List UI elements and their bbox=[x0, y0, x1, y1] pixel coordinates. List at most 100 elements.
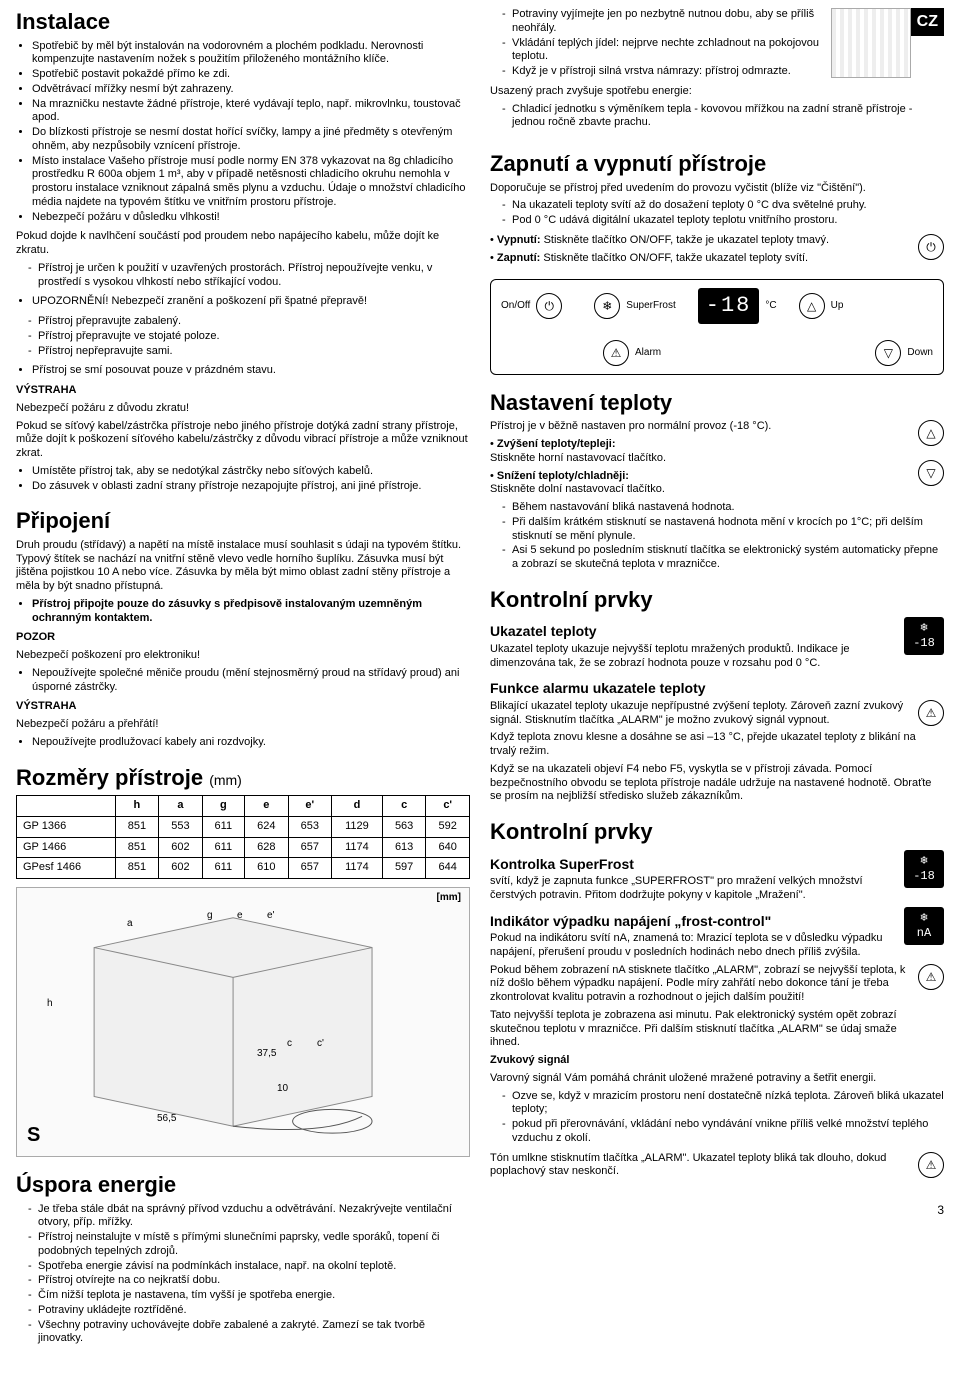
sub-funkce: Funkce alarmu ukazatele teploty bbox=[490, 680, 944, 698]
power-icon: ⏻ bbox=[536, 293, 562, 319]
label-alarm: Alarm bbox=[635, 347, 661, 360]
updown-icons: △ ▽ bbox=[918, 420, 944, 486]
list-item: Umístěte přístroj tak, aby se nedotýkal … bbox=[32, 465, 470, 479]
para: Varovný signál Vám pomáhá chránit uložen… bbox=[490, 1072, 944, 1086]
vystraha-label: VÝSTRAHA bbox=[16, 384, 470, 398]
dash-list: Chladicí jednotku s výměníkem tepla - ko… bbox=[490, 103, 944, 131]
para: Tato nejvyšší teplota je zobrazena asi m… bbox=[490, 1009, 910, 1050]
list-item: Přístroj otvírejte na co nejkratší dobu. bbox=[28, 1274, 470, 1288]
th: c' bbox=[426, 796, 470, 817]
table-row: GPesf 14668516026116106571174597644 bbox=[17, 858, 470, 879]
display-icon: ❄-18 bbox=[904, 617, 944, 655]
table-row: GP 14668516026116286571174613640 bbox=[17, 837, 470, 858]
th: d bbox=[332, 796, 383, 817]
alarm-icon: ⚠ bbox=[918, 700, 944, 726]
page-number: 3 bbox=[490, 1203, 944, 1218]
table-row: GP 13668515536116246531129563592 bbox=[17, 816, 470, 837]
list-item: Potraviny ukládejte roztříděné. bbox=[28, 1304, 470, 1318]
bullets: Přístroj připojte pouze do zásuvky s pře… bbox=[16, 598, 470, 626]
heading-uspora: Úspora energie bbox=[16, 1171, 470, 1199]
list-item: UPOZORNĚNÍ! Nebezpečí zranění a poškozen… bbox=[32, 295, 470, 309]
alarm-icon: ⚠ bbox=[603, 340, 629, 366]
heading-instalace: Instalace bbox=[16, 8, 470, 36]
heading-pripojeni: Připojení bbox=[16, 507, 470, 535]
list-item: Do zásuvek v oblasti zadní strany přístr… bbox=[32, 480, 470, 494]
list-item: Vkládání teplých jídel: nejprve nechte z… bbox=[502, 37, 944, 65]
dash-list: Na ukazateli teploty svítí až do dosažen… bbox=[490, 199, 944, 228]
list-item: Přístroj přepravujte ve stojaté poloze. bbox=[28, 330, 470, 344]
list-item: Čím nižší teplota je nastavena, tím vyšš… bbox=[28, 1289, 470, 1303]
list-item: Nebezpečí požáru v důsledku vlhkosti! bbox=[32, 211, 470, 225]
up-icon: △ bbox=[918, 420, 944, 446]
list-item: Spotřebič postavit pokaždé přímo ke zdi. bbox=[32, 68, 470, 82]
para: • Snížení teploty/chladněji:Stiskněte do… bbox=[490, 470, 910, 498]
para: Nebezpečí požáru z důvodu zkratu! bbox=[16, 402, 470, 416]
power-icon: ⏻ bbox=[918, 234, 944, 260]
heading-nastaveni: Nastavení teploty bbox=[490, 389, 944, 417]
snowflake-icon: ❄ bbox=[594, 293, 620, 319]
heading-rozmery: Rozměry přístroje (mm) bbox=[16, 764, 470, 792]
list-item: Ozve se, když v mrazicím prostoru není d… bbox=[502, 1090, 944, 1118]
heading-zapnuti: Zapnutí a vypnutí přístroje bbox=[490, 150, 944, 178]
label-down: Down bbox=[907, 347, 933, 360]
list-item: Během nastavování bliká nastavená hodnot… bbox=[502, 501, 944, 515]
label-degc: °C bbox=[765, 300, 776, 313]
display-icon: ❄-18 bbox=[904, 850, 944, 888]
left-column: Instalace Spotřebič by měl být instalová… bbox=[16, 8, 470, 1352]
bullets: UPOZORNĚNÍ! Nebezpečí zranění a poškozen… bbox=[16, 295, 470, 309]
bullets: Přístroj se smí posouvat pouze v prázdné… bbox=[16, 364, 470, 378]
page-root: Instalace Spotřebič by měl být instalová… bbox=[16, 8, 944, 1352]
sub-frostcontrol: Indikátor výpadku napájení „frost-contro… bbox=[490, 913, 896, 931]
dash-list: Přístroj přepravujte zabalený. Přístroj … bbox=[16, 315, 470, 358]
th bbox=[17, 796, 116, 817]
para: Přístroj je v běžně nastaven pro normáln… bbox=[490, 420, 910, 434]
para: Pokud se síťový kabel/zástrčka přístroje… bbox=[16, 420, 470, 461]
list-item: Pod 0 °C udává digitální ukazatel teplot… bbox=[502, 214, 944, 228]
alarm-icon: ⚠ bbox=[918, 964, 944, 990]
para: • Zapnutí: Stiskněte tlačítko ON/OFF, ta… bbox=[490, 252, 910, 266]
list-item: Přístroj neinstalujte v místě s přímými … bbox=[28, 1231, 470, 1259]
list-item: Přístroj připojte pouze do zásuvky s pře… bbox=[32, 598, 470, 626]
right-column: CZ Potraviny vyjímejte jen po nezbytně n… bbox=[490, 8, 944, 1352]
appliance-svg bbox=[17, 888, 469, 1156]
control-panel: On/Off ⏻ ❄ SuperFrost -18 °C △ Up ⚠ Alar… bbox=[490, 279, 944, 375]
list-item: Spotřebič by měl být instalován na vodor… bbox=[32, 40, 470, 68]
sub-ukazatel: Ukazatel teploty bbox=[490, 623, 896, 641]
label-up: Up bbox=[831, 300, 844, 313]
para: Pokud dojde k navlhčení součástí pod pro… bbox=[16, 230, 470, 258]
bullets: Nepoužívejte společné měniče proudu (měn… bbox=[16, 667, 470, 695]
vystraha-label: VÝSTRAHA bbox=[16, 700, 470, 714]
dimensions-table: h a g e e' d c c' GP 1366851553611624653… bbox=[16, 795, 470, 879]
list-item: Potraviny vyjímejte jen po nezbytně nutn… bbox=[502, 8, 944, 36]
dash-list: Přístroj je určen k použití v uzavřených… bbox=[16, 262, 470, 290]
dimensions-diagram: [mm] S a g e e' h c c' 37,5 10 56,5 bbox=[16, 887, 470, 1157]
dash-list: Potraviny vyjímejte jen po nezbytně nutn… bbox=[490, 8, 944, 79]
para: Nebezpečí požáru a přehřátí! bbox=[16, 718, 470, 732]
list-item: Odvětrávací mřížky nesmí být zahrazeny. bbox=[32, 83, 470, 97]
display-icon: ❄nA bbox=[904, 907, 944, 945]
list-item: Všechny potraviny uchovávejte dobře zaba… bbox=[28, 1319, 470, 1347]
list-item: Nepoužívejte prodlužovací kabely ani roz… bbox=[32, 736, 470, 750]
list-item: Přístroj se smí posouvat pouze v prázdné… bbox=[32, 364, 470, 378]
para: Doporučuje se přístroj před uvedením do … bbox=[490, 182, 944, 196]
label-superfrost: SuperFrost bbox=[626, 300, 675, 313]
list-item: Spotřeba energie závisí na podmínkách in… bbox=[28, 1260, 470, 1274]
para: Pokud během zobrazení nA stisknete tlačí… bbox=[490, 964, 910, 1005]
dash-list: Během nastavování bliká nastavená hodnot… bbox=[490, 501, 944, 572]
th: e bbox=[245, 796, 289, 817]
bullets: Nepoužívejte prodlužovací kabely ani roz… bbox=[16, 736, 470, 750]
list-item: Je třeba stále dbát na správný přívod vz… bbox=[28, 1203, 470, 1231]
down-icon: ▽ bbox=[875, 340, 901, 366]
para: • Zvýšení teploty/tepleji:Stiskněte horn… bbox=[490, 438, 910, 466]
para: Ukazatel teploty ukazuje nejvyšší teplot… bbox=[490, 643, 896, 671]
para: svítí, když je zapnuta funkce „SUPERFROS… bbox=[490, 875, 896, 903]
para: Nebezpečí poškození pro elektroniku! bbox=[16, 649, 470, 663]
list-item: Přístroj nepřepravujte sami. bbox=[28, 345, 470, 359]
list-item: pokud při přerovnávání, vkládání nebo vy… bbox=[502, 1118, 944, 1146]
th: e' bbox=[288, 796, 332, 817]
list-item: Místo instalace Vašeho přístroje musí po… bbox=[32, 155, 470, 210]
list-item: Nepoužívejte společné měniče proudu (měn… bbox=[32, 667, 470, 695]
bullets: Umístěte přístroj tak, aby se nedotýkal … bbox=[16, 465, 470, 494]
temp-display: -18 bbox=[698, 288, 760, 324]
list-item: Přístroj je určen k použití v uzavřených… bbox=[28, 262, 470, 290]
